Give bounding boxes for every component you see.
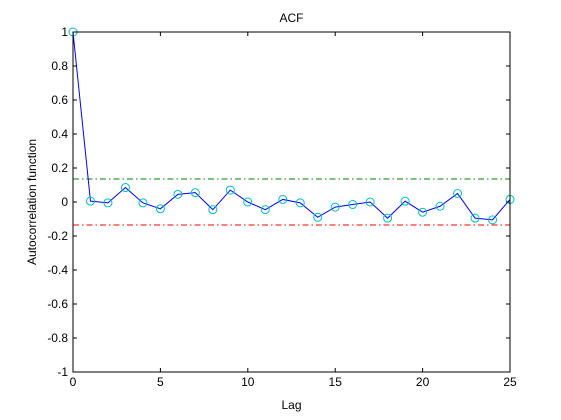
y-tick-label: -1 xyxy=(57,365,68,379)
acf-data-point xyxy=(120,183,130,193)
acf-data-point xyxy=(313,212,323,222)
y-tick-label: 0 xyxy=(61,195,68,209)
x-axis-ticks: 0 5 10 15 20 25 xyxy=(70,32,517,389)
acf-data-point xyxy=(225,185,235,195)
acf-data-point xyxy=(278,194,288,204)
acf-data-point xyxy=(365,197,375,207)
y-tick-label: -0.2 xyxy=(47,229,68,243)
acf-data-point xyxy=(295,198,305,208)
x-tick-label: 5 xyxy=(157,375,164,389)
x-tick-label: 10 xyxy=(241,375,255,389)
chart-title: ACF xyxy=(280,11,304,25)
series-layer xyxy=(68,27,515,225)
x-axis-label: Lag xyxy=(281,398,301,412)
reference-lines xyxy=(73,178,510,226)
acf-data-point xyxy=(155,204,165,214)
acf-data-point xyxy=(103,198,113,208)
plot-area xyxy=(73,32,510,372)
acf-data-point xyxy=(418,207,428,217)
acf-data-point xyxy=(470,213,480,223)
x-tick-label: 20 xyxy=(416,375,430,389)
acf-data-point xyxy=(173,189,183,199)
acf-data-point xyxy=(190,188,200,198)
y-tick-label: 0.2 xyxy=(51,161,68,175)
acf-data-point xyxy=(348,200,358,210)
acf-data-point xyxy=(383,213,393,223)
x-tick-label: 25 xyxy=(503,375,517,389)
y-tick-label: 0.4 xyxy=(51,127,68,141)
y-tick-label: -0.8 xyxy=(47,331,68,345)
acf-data-point xyxy=(488,215,498,225)
acf-data-point xyxy=(435,201,445,211)
acf-series-line xyxy=(72,31,511,221)
y-tick-label: 1 xyxy=(61,25,68,39)
x-tick-label: 15 xyxy=(329,375,343,389)
y-axis-label: Autocorrelation function xyxy=(25,139,39,265)
acf-data-point xyxy=(208,205,218,215)
acf-data-point xyxy=(138,198,148,208)
y-tick-label: 0.8 xyxy=(51,59,68,73)
y-axis-ticks: -1 -0.8 -0.6 -0.4 -0.2 0 0.2 0.4 0.6 0.8 1 xyxy=(47,25,510,379)
y-tick-label: -0.4 xyxy=(47,263,68,277)
y-tick-label: 0.6 xyxy=(51,93,68,107)
acf-data-point xyxy=(330,202,340,212)
acf-data-point xyxy=(400,196,410,206)
x-tick-label: 0 xyxy=(70,375,77,389)
acf-data-point xyxy=(243,197,253,207)
acf-data-point xyxy=(85,196,95,206)
acf-data-point xyxy=(260,205,270,215)
acf-data-point xyxy=(453,189,463,198)
y-tick-label: -0.6 xyxy=(47,297,68,311)
